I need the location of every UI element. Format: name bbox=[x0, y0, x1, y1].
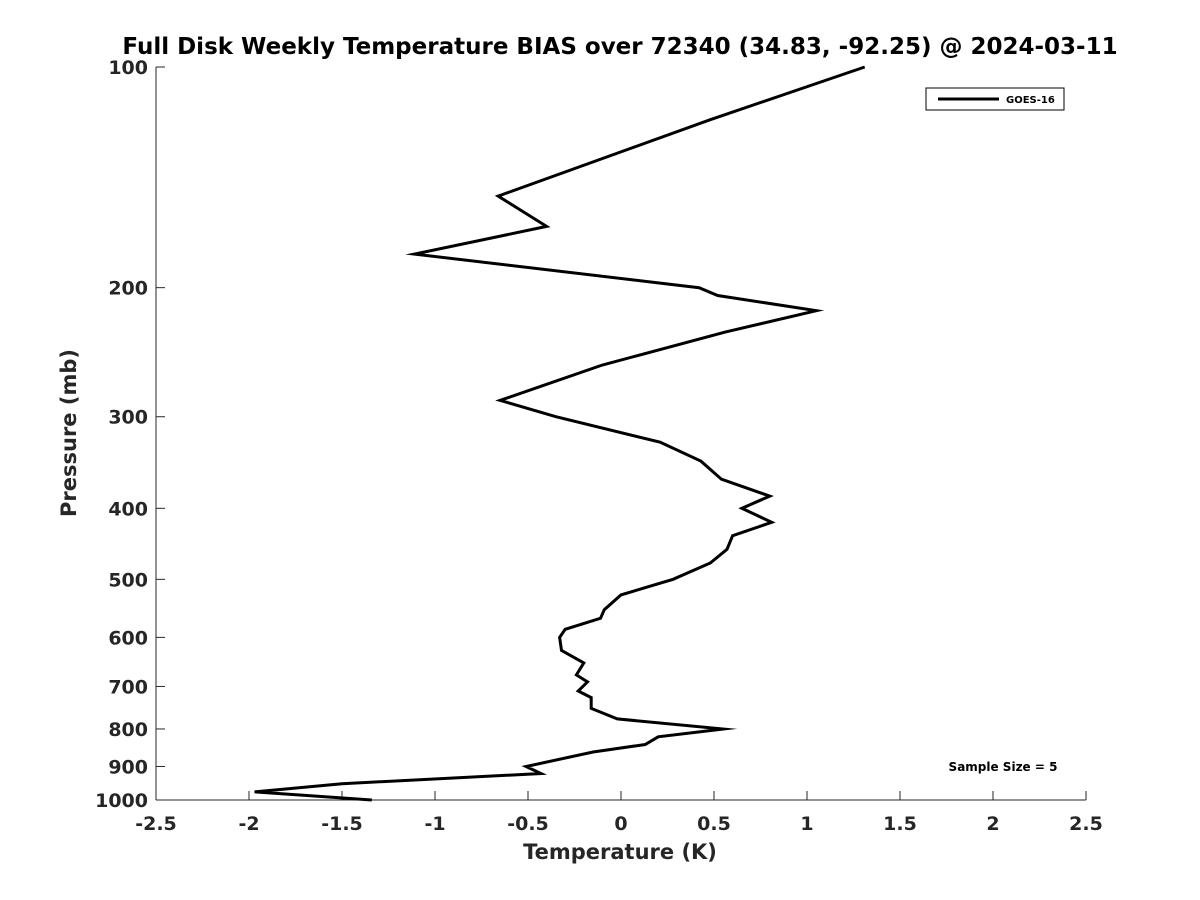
x-tick-label: 2.5 bbox=[1069, 813, 1103, 835]
y-tick-label: 400 bbox=[108, 498, 148, 520]
legend: GOES-16 bbox=[925, 87, 1065, 111]
x-tick-label: -0.5 bbox=[507, 813, 549, 835]
axes: -2.5 -2 -1.5 -1 -0.5 0 0.5 1 1.5 2 2.5 100 200 300 400… bbox=[95, 57, 1103, 835]
x-tick-label: 0 bbox=[614, 813, 627, 835]
y-tick-label: 800 bbox=[108, 719, 148, 741]
data-series-layer bbox=[254, 65, 866, 802]
x-tick-label: -2.5 bbox=[135, 813, 177, 835]
y-tick-label: 600 bbox=[108, 627, 148, 649]
x-tick-label: 2 bbox=[986, 813, 999, 835]
sample-size-annotation: Sample Size = 5 bbox=[949, 760, 1058, 774]
y-axis-label: Pressure (mb) bbox=[57, 349, 81, 517]
x-tick-label: -1.5 bbox=[321, 813, 363, 835]
x-tick-label: -1 bbox=[424, 813, 445, 835]
y-tick-label: 300 bbox=[108, 407, 148, 429]
y-tick-label: 500 bbox=[108, 569, 148, 591]
x-tick-label: 0.5 bbox=[697, 813, 731, 835]
x-tick-label: 1 bbox=[800, 813, 813, 835]
chart-title: Full Disk Weekly Temperature BIAS over 7… bbox=[122, 34, 1117, 60]
series-line-goes-16 bbox=[254, 65, 866, 802]
y-tick-label: 100 bbox=[108, 57, 148, 79]
x-axis-label: Temperature (K) bbox=[523, 840, 717, 864]
y-tick-label: 200 bbox=[108, 278, 148, 300]
x-tick-label: 1.5 bbox=[883, 813, 917, 835]
y-tick-label: 700 bbox=[108, 676, 148, 698]
x-tick-label: -2 bbox=[238, 813, 259, 835]
y-tick-label: 1000 bbox=[95, 790, 148, 812]
y-tick-label: 900 bbox=[108, 756, 148, 778]
legend-label-goes16: GOES-16 bbox=[1006, 95, 1055, 106]
